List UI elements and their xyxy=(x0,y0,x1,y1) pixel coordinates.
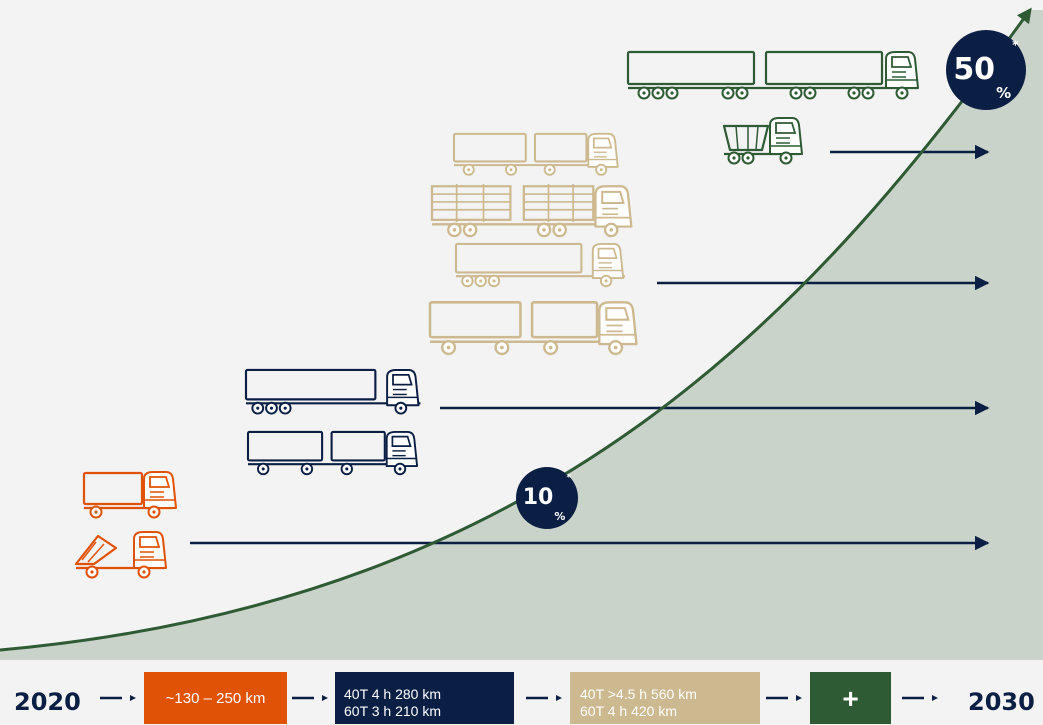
stage-tan-line-1: 40T >4.5 h 560 km xyxy=(580,686,697,702)
adoption-curve xyxy=(0,7,1032,652)
share-badge-low-mark: * xyxy=(566,472,572,484)
share-badge-low: 10% * xyxy=(516,467,578,529)
timeline-connector-arrow xyxy=(100,695,136,701)
adoption-curve-graphic xyxy=(0,7,1043,660)
timeline-connector-arrow xyxy=(292,695,328,701)
timeline-start-year: 2020 xyxy=(14,688,81,716)
long-combination-icon xyxy=(628,52,918,99)
timeline-connector-arrow xyxy=(766,695,802,701)
share-badge-high-unit: % xyxy=(996,83,1012,102)
orange-vehicle-group xyxy=(76,472,176,578)
timeline-connector-arrow xyxy=(902,695,938,701)
timeline-stage-green: + xyxy=(810,672,891,724)
stage-orange-range: ~130 – 250 km xyxy=(165,689,266,707)
timeline-stage-navy: 40T 4 h 280 km 60T 3 h 210 km xyxy=(335,672,514,724)
timber-truck-icon xyxy=(432,184,631,236)
share-badge-low-unit: % xyxy=(554,509,566,523)
navy-vehicle-group xyxy=(246,370,420,474)
truck-trailer-icon xyxy=(430,302,636,354)
tan-vehicle-group xyxy=(430,134,636,354)
tractor-semitrailer-icon xyxy=(456,244,625,286)
timeline-connector-arrow xyxy=(526,695,562,701)
timeline-end-year: 2030 xyxy=(968,688,1035,716)
share-badge-high-mark: * xyxy=(1012,36,1019,52)
truck-trailer-icon xyxy=(454,134,618,175)
truck-trailer-icon xyxy=(248,432,417,474)
stage-navy-line-2: 60T 3 h 210 km xyxy=(344,703,442,719)
box-truck-icon xyxy=(84,472,176,518)
share-badge-high: 50% * xyxy=(946,30,1026,110)
dump-truck-icon xyxy=(76,532,166,578)
timeline-stage-tan: 40T >4.5 h 560 km 60T 4 h 420 km xyxy=(570,672,760,724)
tractor-semitrailer-icon xyxy=(246,370,420,414)
share-badge-high-value: 50 xyxy=(953,52,996,87)
adoption-area xyxy=(0,10,1043,660)
timeline-stage-orange: ~130 – 250 km xyxy=(144,672,287,724)
stage-green-plus: + xyxy=(842,682,859,714)
stage-navy-line-1: 40T 4 h 280 km xyxy=(344,686,442,702)
stage-tan-line-2: 60T 4 h 420 km xyxy=(580,703,678,719)
green-vehicle-group xyxy=(628,52,918,164)
tipper-truck-icon xyxy=(724,118,802,164)
share-badge-low-value: 10 xyxy=(522,485,554,510)
